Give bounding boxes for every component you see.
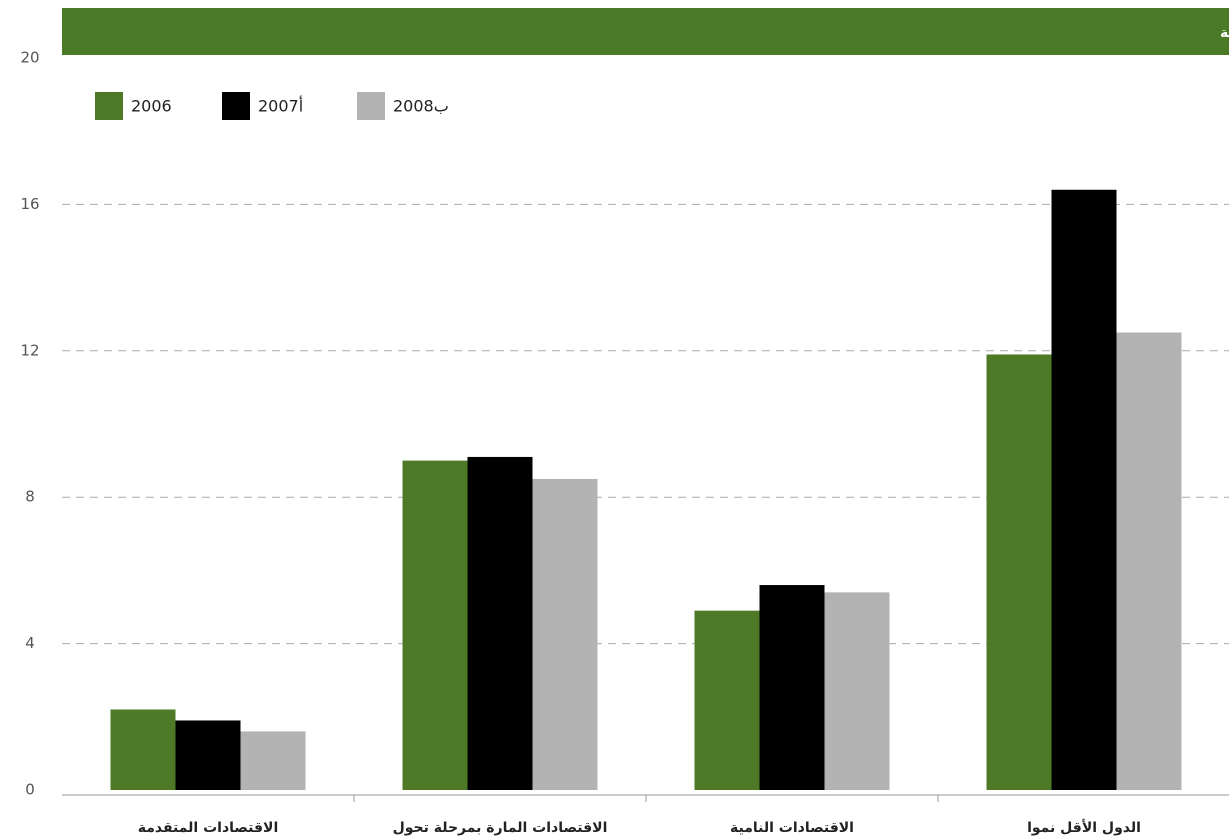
x-tick-label: الاقتصادات المارة بمرحلة تحول <box>393 820 608 836</box>
bar <box>694 610 760 790</box>
bar <box>759 585 825 790</box>
x-tick-label: الاقتصادات النامية <box>730 820 854 836</box>
x-tick-label: الدول الأقل نموا <box>1027 819 1141 836</box>
bar <box>1051 189 1117 790</box>
y-tick-label: 0 <box>25 781 35 799</box>
x-tick-label: الاقتصادات المتقدمة <box>138 820 279 836</box>
legend-swatch <box>357 92 385 120</box>
bar <box>110 709 176 790</box>
bar <box>824 592 890 790</box>
bar <box>1116 332 1182 790</box>
y-tick-label: 8 <box>25 488 35 506</box>
y-tick-label: 20 <box>20 49 39 67</box>
legend-swatch <box>95 92 123 120</box>
bar <box>240 731 306 790</box>
bar <box>402 460 468 790</box>
bar <box>532 478 598 790</box>
legend-label: 2007أ <box>258 96 303 116</box>
bar <box>986 354 1052 790</box>
legend-label: 2006 <box>131 97 172 116</box>
chart-title: معدل التغير السنوي كنسبة مئوية <box>1220 25 1229 42</box>
legend-label: 2008ب <box>393 97 449 116</box>
title-bar <box>62 8 1229 55</box>
bar <box>175 720 241 790</box>
y-tick-label: 12 <box>20 341 39 359</box>
y-tick-label: 4 <box>25 634 35 652</box>
legend-swatch <box>222 92 250 120</box>
y-tick-label: 16 <box>20 195 39 213</box>
bar <box>467 456 533 790</box>
